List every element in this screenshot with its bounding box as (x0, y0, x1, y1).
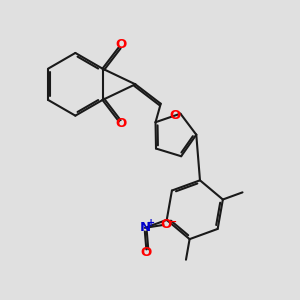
Text: O: O (161, 218, 172, 231)
Text: +: + (147, 218, 155, 227)
Text: O: O (169, 109, 181, 122)
Text: O: O (116, 117, 127, 130)
Text: O: O (116, 38, 127, 51)
Text: −: − (168, 217, 178, 227)
Text: N: N (139, 221, 150, 234)
Text: O: O (141, 246, 152, 259)
